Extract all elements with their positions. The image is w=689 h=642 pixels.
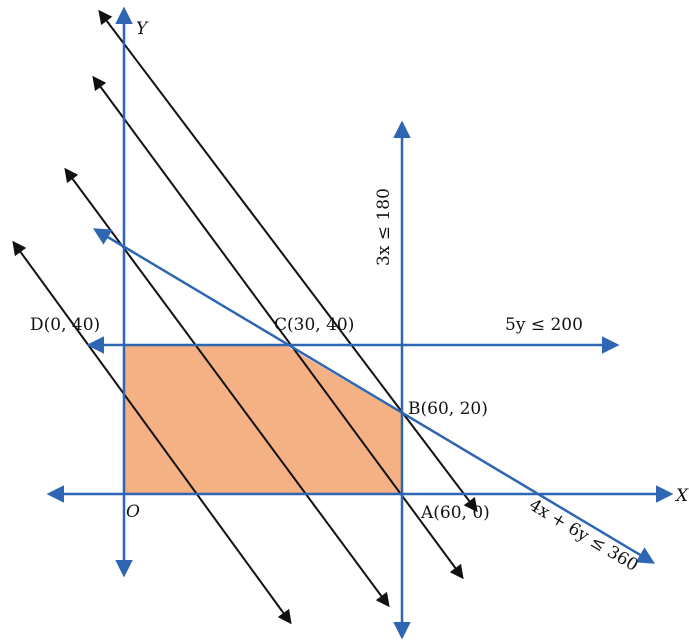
y-axis-label: Y	[136, 19, 149, 39]
point-a-label: A(60, 0)	[420, 503, 490, 523]
origin-label: O	[126, 502, 140, 522]
constraint-line-4x6y	[92, 228, 656, 564]
constraint-3x-label: 3x ≤ 180	[374, 188, 394, 266]
feasible-region	[124, 345, 402, 494]
point-c-label: C(30, 40)	[274, 315, 354, 335]
constraint-4x6y-label: 4x + 6y ≤ 360	[525, 495, 641, 576]
point-d-label: D(0, 40)	[30, 315, 100, 335]
constraint-5y-label: 5y ≤ 200	[505, 315, 583, 335]
point-b-label: B(60, 20)	[408, 399, 488, 419]
x-axis-label: X	[674, 486, 689, 506]
